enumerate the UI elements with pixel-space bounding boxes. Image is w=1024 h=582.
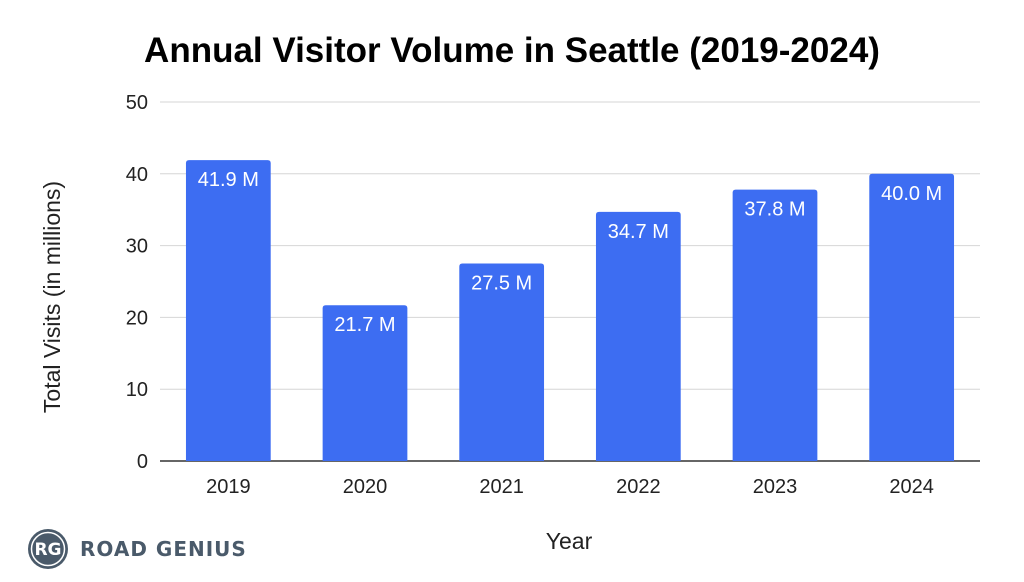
bar-data-label: 27.5 M (471, 273, 532, 295)
x-tick-label: 2023 (753, 476, 798, 498)
bar-data-label: 37.8 M (744, 199, 805, 221)
bars (185, 160, 955, 462)
y-tick-label: 50 (126, 92, 148, 114)
y-tick-label: 0 (137, 451, 148, 473)
y-tick-label: 20 (126, 307, 148, 329)
bar-2022 (595, 211, 681, 461)
y-tick-labels: 0 10 20 30 40 50 (126, 92, 148, 473)
bar-data-label: 34.7 M (608, 221, 669, 243)
logo-badge-ring (30, 531, 66, 567)
x-tick-label: 2019 (206, 476, 251, 498)
x-tick-label: 2021 (479, 476, 524, 498)
bar-2023 (732, 189, 818, 461)
road-genius-logo: RG ROAD GENIUS (28, 529, 247, 569)
logo-initials: RG (34, 540, 61, 560)
y-tick-label: 40 (126, 164, 148, 186)
x-tick-label: 2022 (616, 476, 661, 498)
x-tick-label: 2024 (889, 476, 934, 498)
bar-data-label: 41.9 M (198, 169, 259, 191)
bar-2019 (185, 160, 271, 461)
gridlines (160, 101, 980, 462)
x-tick-labels: 2019 2020 2021 2022 2023 2024 (206, 476, 934, 498)
bar-2020 (322, 305, 408, 461)
bar-2024 (869, 173, 955, 462)
x-axis-label: Year (546, 528, 593, 554)
y-tick-label: 10 (126, 379, 148, 401)
bar-data-labels: 41.9 M 21.7 M 27.5 M 34.7 M 37.8 M 40.0 M (198, 169, 942, 336)
x-tick-label: 2020 (343, 476, 388, 498)
bar-data-label: 40.0 M (881, 183, 942, 205)
y-axis-label: Total Visits (in millions) (39, 181, 65, 413)
y-tick-label: 30 (126, 236, 148, 258)
chart-title: Annual Visitor Volume in Seattle (2019-2… (144, 31, 880, 70)
bar-2021 (459, 263, 545, 461)
logo-badge-icon (28, 529, 68, 569)
bar-data-label: 21.7 M (334, 314, 395, 336)
logo-name: ROAD GENIUS (80, 537, 247, 561)
